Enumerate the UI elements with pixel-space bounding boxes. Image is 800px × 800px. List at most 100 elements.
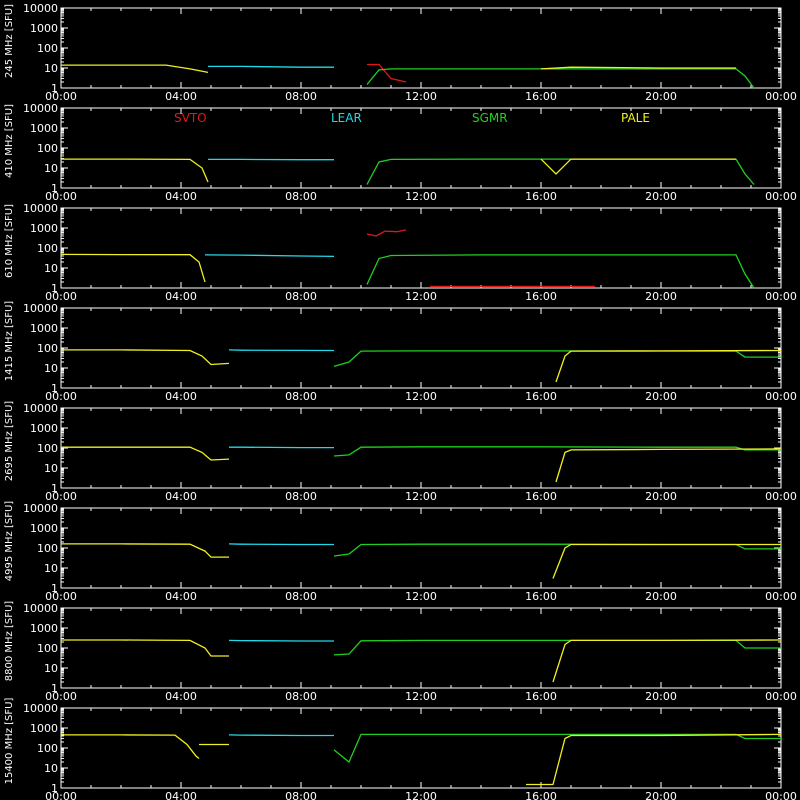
y-tick-label: 10000 — [23, 302, 58, 315]
y-tick-label: 10 — [44, 462, 58, 475]
panel-plot: 1 10 100 1000 10000 00:00 04:00 08:00 12:00 16:00… — [23, 602, 797, 703]
y-tick-label: 10000 — [23, 402, 58, 415]
x-tick-label: 08:00 — [285, 190, 317, 203]
series-sgmr-line — [333, 446, 781, 457]
x-tick-label: 20:00 — [645, 790, 677, 800]
series-svto-line — [367, 63, 407, 83]
series-pale-line — [61, 158, 209, 183]
panel-plot: 1 10 100 1000 10000 00:00 04:00 08:00 12:00 16:00… — [23, 2, 797, 103]
legend-lear: LEAR — [331, 111, 362, 125]
series-sgmr-line — [333, 350, 781, 368]
series-pale-line — [60, 253, 206, 283]
y-tick-label: 100 — [37, 342, 58, 355]
panel-plot: 1 10 100 1000 10000 00:00 04:00 08:00 12:00 16:00… — [23, 202, 797, 303]
x-tick-label: 00:00 — [765, 590, 797, 603]
y-tick-label: 1000 — [30, 222, 58, 235]
series-sgmr-line — [333, 543, 781, 557]
series-lear-line — [204, 254, 335, 258]
y-tick-label: 100 — [37, 242, 58, 255]
x-tick-label: 00:00 — [45, 390, 77, 403]
x-tick-label: 00:00 — [45, 690, 77, 703]
y-tick-label: 1000 — [30, 322, 58, 335]
y-tick-label: 10 — [44, 262, 58, 275]
series-pale-line — [61, 543, 229, 558]
y-tick-label: 100 — [37, 542, 58, 555]
x-tick-label: 04:00 — [165, 90, 197, 103]
y-tick-label: 1 — [51, 482, 58, 495]
series-pale-line — [540, 66, 736, 70]
x-tick-label: 00:00 — [45, 90, 77, 103]
x-tick-label: 00:00 — [45, 290, 77, 303]
x-tick-label: 00:00 — [45, 790, 77, 800]
x-tick-label: 20:00 — [645, 90, 677, 103]
y-tick-label: 1000 — [30, 122, 58, 135]
y-tick-label: 1000 — [30, 422, 58, 435]
plot-frame — [60, 407, 782, 489]
x-tick-label: 08:00 — [285, 590, 317, 603]
x-tick-label: 16:00 — [525, 490, 557, 503]
series-lear-line — [228, 639, 334, 642]
y-tick-label: 10 — [44, 362, 58, 375]
legend-pale: PALE — [621, 111, 650, 125]
panel-plot: 1 10 100 1000 10000 00:00 04:00 08:00 12:00 16:00… — [23, 102, 797, 203]
y-tick-label: 10000 — [23, 702, 58, 715]
x-tick-label: 12:00 — [405, 690, 437, 703]
x-tick-label: 00:00 — [45, 490, 77, 503]
x-tick-label: 00:00 — [765, 790, 797, 800]
plot-frame — [60, 607, 782, 689]
x-tick-label: 16:00 — [525, 90, 557, 103]
y-tick-label: 1 — [51, 182, 58, 195]
y-tick-label: 1000 — [30, 522, 58, 535]
x-tick-label: 08:00 — [285, 390, 317, 403]
x-tick-label: 20:00 — [645, 590, 677, 603]
series-pale-line — [61, 639, 229, 657]
y-tick-label: 10000 — [23, 102, 58, 115]
x-tick-label: 04:00 — [165, 690, 197, 703]
y-tick-label: 1000 — [30, 722, 58, 735]
y-tick-label: 10 — [44, 662, 58, 675]
plot-frame — [60, 107, 782, 189]
series-pale-line — [555, 448, 782, 483]
x-tick-label: 20:00 — [645, 690, 677, 703]
y-tick-label: 1 — [51, 582, 58, 595]
panel-plot: 1 10 100 1000 10000 00:00 04:00 08:00 12:00 16:00… — [23, 302, 797, 403]
x-tick-label: 04:00 — [165, 390, 197, 403]
series-pale-line — [61, 734, 200, 759]
x-tick-label: 04:00 — [165, 790, 197, 800]
panel-plot: 1 10 100 1000 10000 00:00 04:00 08:00 12:00 16:00… — [23, 402, 797, 503]
panel-plot: 1 10 100 1000 10000 00:00 04:00 08:00 12:00 16:00… — [23, 702, 797, 800]
x-tick-label: 00:00 — [765, 290, 797, 303]
plot-frame — [60, 7, 782, 89]
plot-frame — [60, 707, 782, 789]
y-tick-label: 100 — [37, 642, 58, 655]
panel-plot: 1 10 100 1000 10000 00:00 04:00 08:00 12:00 16:00… — [23, 502, 797, 603]
legend-sgmr: SGMR — [472, 111, 508, 125]
y-tick-label: 10 — [44, 162, 58, 175]
x-tick-label: 04:00 — [165, 190, 197, 203]
x-tick-label: 00:00 — [45, 190, 77, 203]
x-tick-label: 20:00 — [645, 290, 677, 303]
panel-4: 2695 MHz [SFU] 1 10 100 1000 10000 00:00 04:00 0… — [0, 400, 800, 503]
x-tick-label: 00:00 — [765, 90, 797, 103]
x-tick-label: 04:00 — [165, 490, 197, 503]
y-tick-label: 10000 — [23, 502, 58, 515]
x-tick-label: 12:00 — [405, 490, 437, 503]
series-svto-line — [366, 229, 407, 237]
x-tick-label: 08:00 — [285, 790, 317, 800]
series-pale-line — [555, 349, 782, 383]
x-tick-label: 04:00 — [165, 290, 197, 303]
y-tick-label: 10000 — [23, 2, 58, 15]
x-tick-label: 16:00 — [525, 790, 557, 800]
y-tick-label: 1 — [51, 682, 58, 695]
x-tick-label: 00:00 — [765, 690, 797, 703]
series-pale-line — [552, 543, 781, 579]
panel-0: 245 MHz [SFU] 1 10 100 1000 10000 00:00 04:00 08… — [0, 0, 800, 103]
y-tick-label: 100 — [37, 742, 58, 755]
y-tick-label: 100 — [37, 442, 58, 455]
series-pale-line — [61, 64, 209, 74]
y-tick-label: 10 — [44, 62, 58, 75]
y-tick-label: 1000 — [30, 622, 58, 635]
x-tick-label: 16:00 — [525, 690, 557, 703]
series-sgmr-line — [333, 639, 781, 656]
